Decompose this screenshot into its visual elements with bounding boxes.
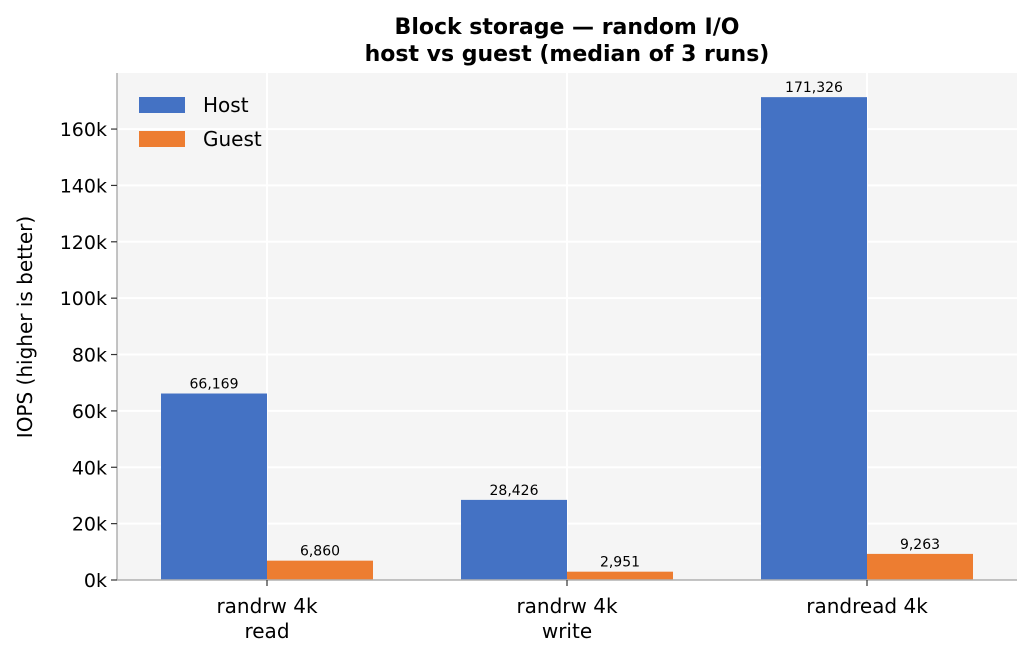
bar-guest bbox=[867, 553, 973, 580]
chart-title-line-1: Block storage — random I/O bbox=[395, 15, 740, 40]
legend-swatch-guest bbox=[139, 131, 185, 147]
bar-value-label: 66,169 bbox=[190, 377, 239, 393]
legend-label-guest: Guest bbox=[203, 127, 262, 151]
y-axis-label: IOPS (higher is better) bbox=[13, 216, 37, 438]
bar-host bbox=[161, 393, 267, 580]
x-tick-label: randrw 4k bbox=[216, 594, 318, 618]
y-tick-label: 100k bbox=[60, 288, 107, 310]
y-tick-label: 20k bbox=[72, 514, 107, 536]
y-tick-label: 140k bbox=[60, 175, 107, 197]
bar-value-label: 2,951 bbox=[600, 555, 640, 571]
y-tick-label: 120k bbox=[60, 232, 107, 254]
x-tick-label: write bbox=[542, 619, 592, 643]
y-tick-label: 40k bbox=[72, 457, 107, 479]
legend-label-host: Host bbox=[203, 93, 249, 117]
bar-guest bbox=[267, 560, 373, 580]
bar-host bbox=[461, 499, 567, 580]
y-tick-label: 80k bbox=[72, 345, 107, 367]
legend-swatch-host bbox=[139, 97, 185, 113]
x-tick-label: randread 4k bbox=[806, 594, 928, 618]
bar-guest bbox=[567, 571, 673, 580]
y-tick-label: 0k bbox=[84, 570, 107, 592]
bar-host bbox=[761, 97, 867, 580]
x-tick-label: randrw 4k bbox=[516, 594, 618, 618]
bar-value-label: 28,426 bbox=[490, 483, 539, 499]
bar-value-label: 9,263 bbox=[900, 537, 940, 553]
bar-value-label: 171,326 bbox=[785, 80, 843, 96]
x-tick-label: read bbox=[244, 619, 289, 643]
y-tick-label: 60k bbox=[72, 401, 107, 423]
y-tick-label: 160k bbox=[60, 119, 107, 141]
bar-value-label: 6,860 bbox=[300, 544, 340, 560]
chart-title-line-2: host vs guest (median of 3 runs) bbox=[365, 42, 770, 67]
